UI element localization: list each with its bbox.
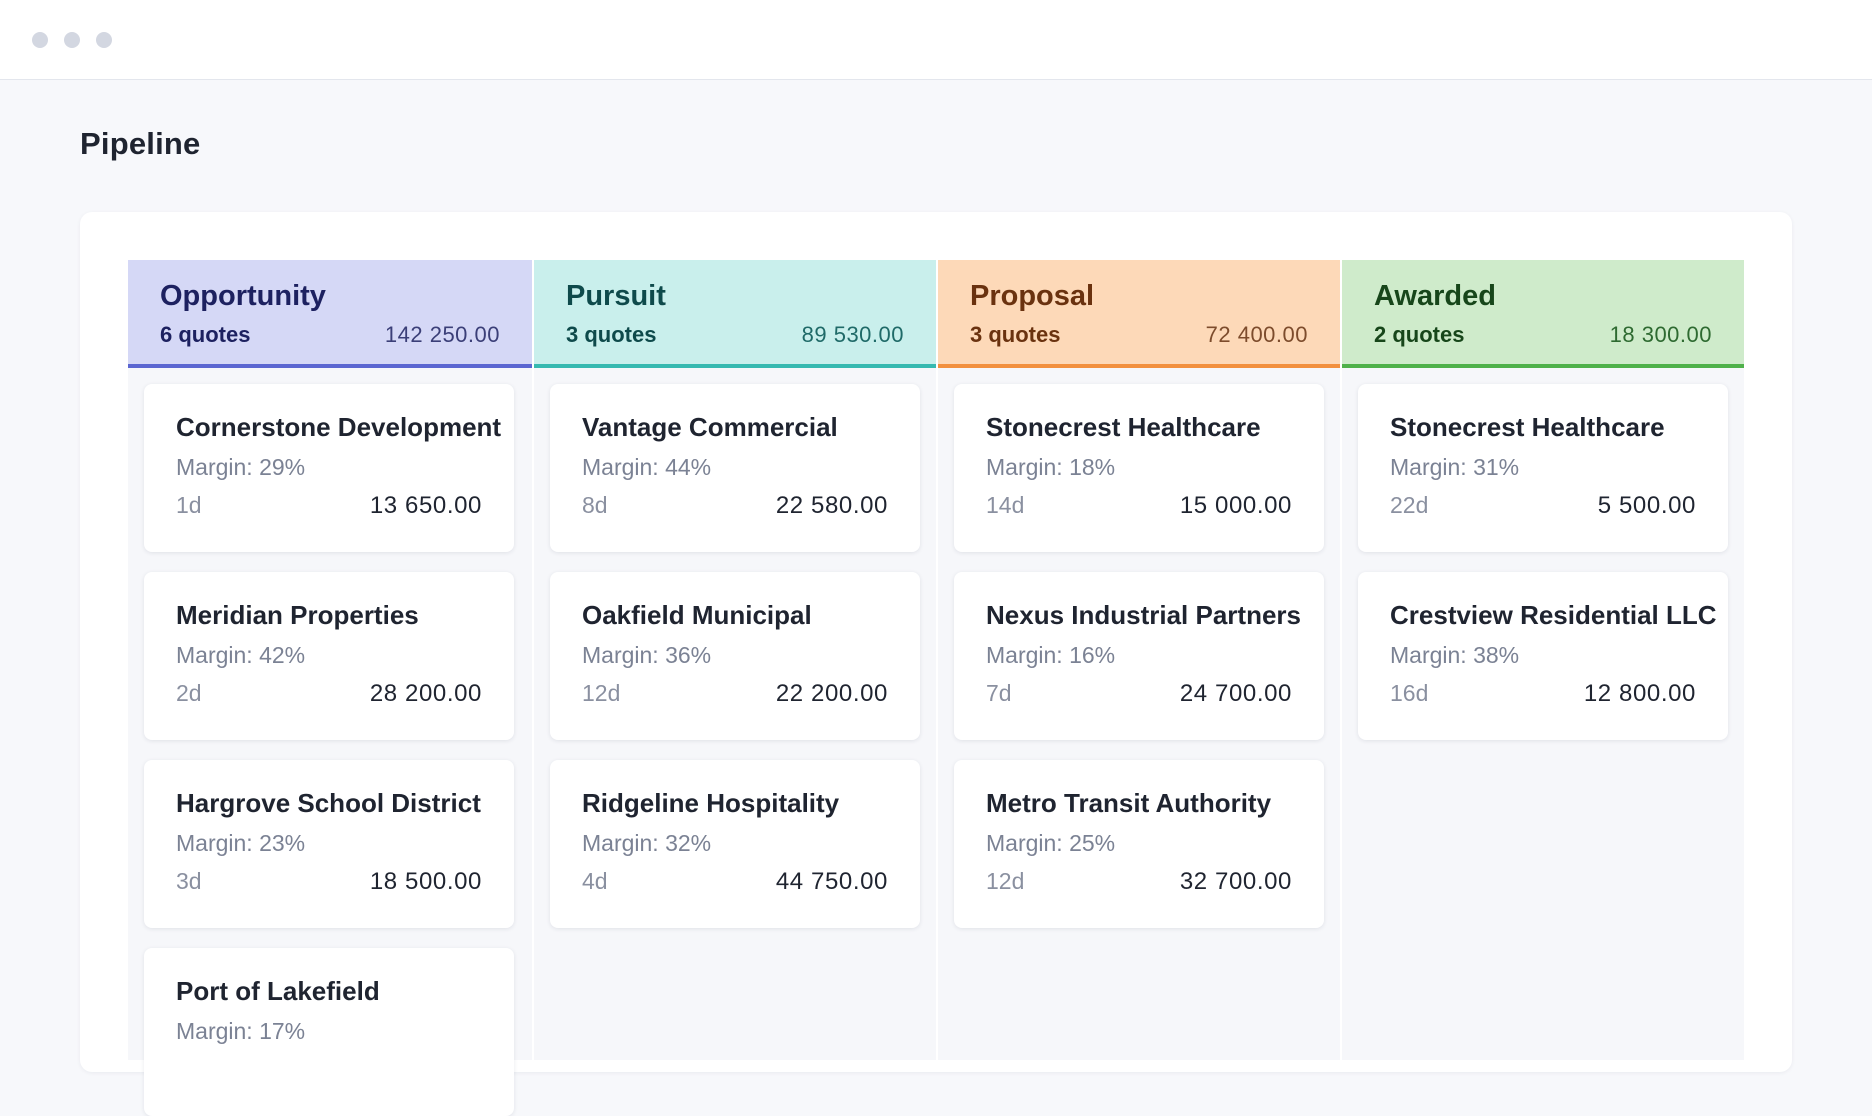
quote-card[interactable]: Nexus Industrial Partners Margin: 16% 7d… — [954, 572, 1324, 740]
quote-age: 2d — [176, 680, 202, 706]
quote-amount: 24 700.00 — [1179, 680, 1292, 707]
quote-card[interactable]: Crestview Residential LLC Margin: 38% 16… — [1358, 572, 1728, 740]
quote-card[interactable]: Stonecrest Healthcare Margin: 18% 14d 15… — [954, 384, 1324, 552]
column-pursuit: Pursuit 3 quotes 89 530.00 Vantage Comme… — [532, 260, 936, 1060]
column-title: Opportunity — [160, 280, 326, 312]
quote-client-name: Stonecrest Healthcare — [1390, 412, 1665, 442]
quote-client-name: Hargrove School District — [176, 788, 481, 818]
column-header[interactable]: Opportunity 6 quotes 142 250.00 — [128, 260, 532, 368]
quote-client-name: Ridgeline Hospitality — [582, 788, 840, 818]
quote-age: 1d — [176, 492, 202, 518]
quote-age: 3d — [176, 868, 202, 894]
quote-age: 7d — [986, 680, 1012, 706]
quote-card[interactable]: Hargrove School District Margin: 23% 3d … — [144, 760, 514, 928]
quote-client-name: Cornerstone Development — [176, 412, 502, 442]
column-quote-count: 3 quotes — [970, 322, 1061, 347]
quote-margin: Margin: 44% — [582, 454, 712, 480]
quote-amount: 13 650.00 — [369, 492, 482, 519]
quote-client-name: Stonecrest Healthcare — [986, 412, 1261, 442]
column-total: 18 300.00 — [1609, 322, 1712, 347]
quote-amount: 15 000.00 — [1179, 492, 1292, 519]
window-maximize-dot[interactable] — [96, 32, 112, 48]
column-title: Proposal — [970, 280, 1095, 312]
column-quote-count: 6 quotes — [160, 322, 251, 347]
column-quote-count: 2 quotes — [1374, 322, 1465, 347]
quote-card[interactable]: Port of Lakefield Margin: 17% — [144, 948, 514, 1116]
quote-margin: Margin: 29% — [176, 454, 306, 480]
column-opportunity: Opportunity 6 quotes 142 250.00 Cornerst… — [128, 260, 532, 1116]
column-title: Pursuit — [566, 280, 666, 312]
quote-age: 14d — [986, 492, 1025, 518]
quote-age: 22d — [1390, 492, 1429, 518]
quote-amount: 12 800.00 — [1583, 680, 1696, 707]
quote-amount: 5 500.00 — [1597, 492, 1696, 519]
quote-client-name: Nexus Industrial Partners — [986, 600, 1301, 630]
quote-age: 4d — [582, 868, 608, 894]
quote-amount: 44 750.00 — [775, 868, 888, 895]
quote-card[interactable]: Stonecrest Healthcare Margin: 31% 22d 5 … — [1358, 384, 1728, 552]
column-total: 72 400.00 — [1205, 322, 1308, 347]
quote-amount: 18 500.00 — [369, 868, 482, 895]
column-proposal: Proposal 3 quotes 72 400.00 Stonecrest H… — [936, 260, 1340, 1060]
quote-card[interactable]: Meridian Properties Margin: 42% 2d 28 20… — [144, 572, 514, 740]
quote-client-name: Oakfield Municipal — [582, 600, 812, 630]
quote-margin: Margin: 31% — [1390, 454, 1520, 480]
quote-client-name: Vantage Commercial — [582, 412, 838, 442]
window-close-dot[interactable] — [32, 32, 48, 48]
kanban-board: Opportunity 6 quotes 142 250.00 Cornerst… — [128, 260, 1744, 1116]
window-titlebar — [0, 0, 1872, 80]
quote-margin: Margin: 23% — [176, 830, 306, 856]
quote-amount: 22 200.00 — [775, 680, 888, 707]
quote-margin: Margin: 16% — [986, 642, 1116, 668]
quote-margin: Margin: 36% — [582, 642, 712, 668]
quote-amount: 32 700.00 — [1179, 868, 1292, 895]
quote-margin: Margin: 18% — [986, 454, 1116, 480]
column-total: 89 530.00 — [801, 322, 904, 347]
quote-card[interactable]: Oakfield Municipal Margin: 36% 12d 22 20… — [550, 572, 920, 740]
quote-amount: 28 200.00 — [369, 680, 482, 707]
quote-margin: Margin: 25% — [986, 830, 1116, 856]
column-total: 142 250.00 — [384, 322, 500, 347]
quote-margin: Margin: 17% — [176, 1018, 306, 1044]
quote-card[interactable]: Cornerstone Development Margin: 29% 1d 1… — [144, 384, 514, 552]
quote-card[interactable]: Ridgeline Hospitality Margin: 32% 4d 44 … — [550, 760, 920, 928]
quote-client-name: Meridian Properties — [176, 600, 419, 630]
quote-card[interactable]: Vantage Commercial Margin: 44% 8d 22 580… — [550, 384, 920, 552]
column-quote-count: 3 quotes — [566, 322, 657, 347]
column-header[interactable]: Awarded 2 quotes 18 300.00 — [1342, 260, 1744, 368]
quote-age: 16d — [1390, 680, 1429, 706]
column-header[interactable]: Proposal 3 quotes 72 400.00 — [938, 260, 1340, 368]
page-title: Pipeline — [80, 126, 201, 161]
quote-client-name: Crestview Residential LLC — [1390, 600, 1717, 630]
quote-client-name: Metro Transit Authority — [986, 788, 1272, 818]
column-title: Awarded — [1374, 280, 1496, 312]
quote-card[interactable]: Metro Transit Authority Margin: 25% 12d … — [954, 760, 1324, 928]
window-minimize-dot[interactable] — [64, 32, 80, 48]
quote-age: 12d — [582, 680, 621, 706]
quote-margin: Margin: 38% — [1390, 642, 1520, 668]
quote-age: 8d — [582, 492, 608, 518]
quote-margin: Margin: 42% — [176, 642, 306, 668]
column-header[interactable]: Pursuit 3 quotes 89 530.00 — [534, 260, 936, 368]
quote-amount: 22 580.00 — [775, 492, 888, 519]
quote-client-name: Port of Lakefield — [176, 976, 380, 1006]
column-awarded: Awarded 2 quotes 18 300.00 Stonecrest He… — [1340, 260, 1744, 1060]
quote-margin: Margin: 32% — [582, 830, 712, 856]
quote-age: 12d — [986, 868, 1025, 894]
